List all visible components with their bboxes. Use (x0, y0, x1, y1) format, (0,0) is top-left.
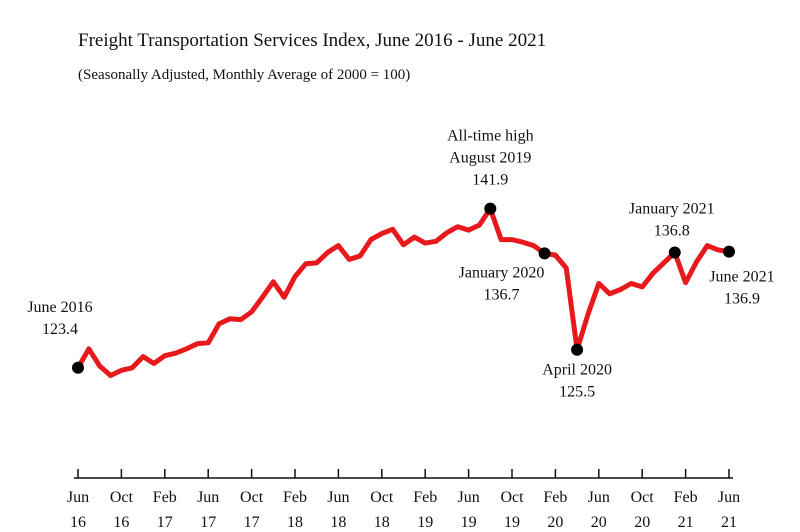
annotation: 136.9 (724, 291, 760, 308)
annotation: April 2020 (542, 362, 612, 379)
x-tick-label: Feb 19 (413, 489, 438, 531)
x-tick-label: Feb 21 (673, 489, 698, 531)
x-tick-label: Oct 17 (240, 489, 264, 531)
x-tick-label: Feb 18 (283, 489, 307, 531)
x-tick-label: Feb 20 (543, 489, 568, 531)
x-tick-label: Jun 18 (327, 489, 350, 531)
chart-title: Freight Transportation Services Index, J… (78, 30, 546, 51)
marker-dot (538, 247, 551, 260)
x-tick-label: Jun 21 (717, 489, 741, 531)
annotation: 136.8 (654, 223, 690, 240)
annotation: 136.7 (484, 286, 520, 303)
x-tick-label: Jun 17 (197, 489, 220, 531)
annotation: June 2016 (27, 299, 92, 316)
annotation: 125.5 (559, 384, 595, 401)
annotation: January 2020 (459, 264, 545, 281)
chart-subtitle: (Seasonally Adjusted, Monthly Average of… (78, 67, 410, 83)
marker-dot (484, 202, 497, 215)
annotation: All-time high (447, 128, 534, 145)
marker-dot (723, 245, 735, 258)
annotation: June 2021 (709, 269, 774, 286)
marker-dot (571, 343, 584, 356)
x-tick-label: Jun 19 (457, 489, 480, 531)
x-tick-label: Oct 16 (109, 489, 133, 531)
marker-dot (72, 361, 84, 374)
annotation: January 2021 (629, 201, 715, 218)
x-tick-label: Oct 18 (370, 489, 394, 531)
annotation: August 2019 (449, 150, 531, 167)
x-tick-label: Feb 17 (152, 489, 177, 531)
x-tick-label: Jun 20 (587, 489, 610, 531)
annotation: 141.9 (472, 172, 508, 189)
x-tick-label: Jun 16 (66, 489, 90, 531)
x-tick-label: Oct 19 (500, 489, 524, 531)
line (75, 206, 730, 378)
x-tick-label: Oct 20 (630, 489, 654, 531)
marker-dot (668, 246, 681, 259)
annotation: 123.4 (42, 321, 78, 338)
